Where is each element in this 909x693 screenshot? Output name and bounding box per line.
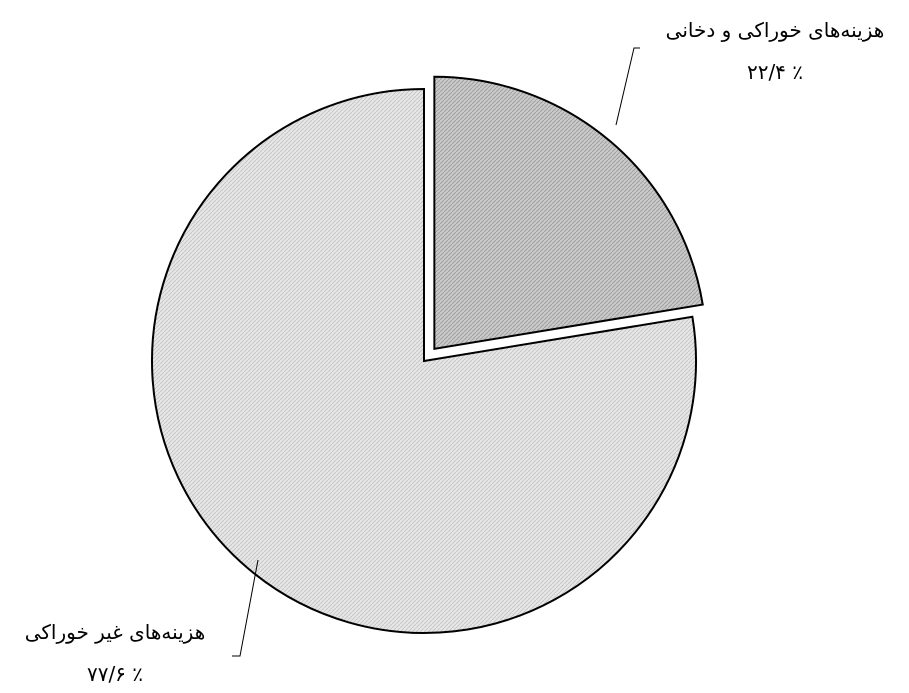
slice-label-1: هزینه‌های خوراکی و دخانی: [666, 18, 885, 42]
pie-slice-1: [433, 75, 704, 350]
leader-line-1: [615, 47, 640, 126]
leader-line-2: [232, 559, 259, 657]
slice-value-label-2: ٪ ۷۷/۶: [87, 662, 143, 686]
slice-value-label-1: ٪ ۲۲/۴: [747, 60, 803, 84]
slice-label-2: هزینه‌های غیر خوراکی: [25, 620, 206, 644]
pie-slice-2: [151, 87, 697, 634]
